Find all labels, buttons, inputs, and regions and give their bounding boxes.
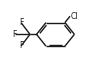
Text: Cl: Cl — [71, 12, 78, 21]
Text: F: F — [19, 18, 23, 27]
Text: F: F — [19, 41, 23, 50]
Text: F: F — [13, 30, 17, 39]
